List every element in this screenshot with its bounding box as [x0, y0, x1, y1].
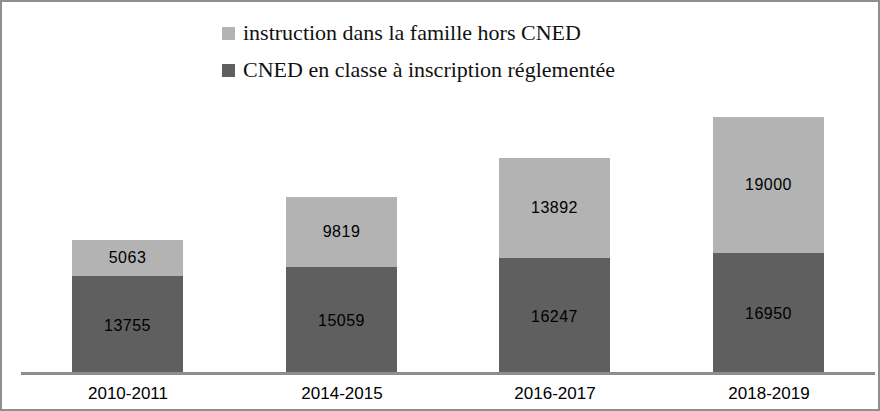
bar-segment-cned: 15059 — [286, 267, 397, 375]
bar-segment-cned: 16247 — [499, 258, 610, 375]
legend-label-famille-hors-cned: instruction dans la famille hors CNED — [243, 20, 581, 46]
category-label: 2010-2011 — [21, 383, 235, 405]
category-label: 2014-2015 — [235, 383, 449, 405]
chart-frame: instruction dans la famille hors CNED CN… — [0, 0, 880, 411]
bar-segment-famille: 5063 — [72, 240, 183, 276]
bar-segment-famille: 9819 — [286, 197, 397, 267]
data-label: 13755 — [104, 317, 151, 335]
x-axis-line — [21, 372, 875, 375]
data-label: 13892 — [531, 199, 578, 217]
data-label: 15059 — [318, 312, 365, 330]
bar-segment-famille: 19000 — [713, 117, 824, 253]
data-label: 5063 — [109, 249, 147, 267]
bar-segment-cned: 13755 — [72, 276, 183, 375]
data-label: 19000 — [745, 176, 792, 194]
category-label: 2016-2017 — [448, 383, 662, 405]
legend-item-famille-hors-cned: instruction dans la famille hors CNED — [222, 19, 615, 47]
data-label: 9819 — [323, 223, 361, 241]
category-label: 2018-2019 — [662, 383, 876, 405]
bar-segment-famille: 13892 — [499, 158, 610, 258]
data-label: 16247 — [531, 308, 578, 326]
legend-item-cned-reglementee: CNED en classe à inscription réglementée — [222, 56, 615, 84]
legend-label-cned-reglementee: CNED en classe à inscription réglementée — [243, 57, 615, 83]
data-label: 16950 — [745, 305, 792, 323]
bar-segment-cned: 16950 — [713, 253, 824, 375]
legend-swatch-light-icon — [222, 27, 235, 40]
legend-swatch-dark-icon — [222, 64, 235, 77]
legend: instruction dans la famille hors CNED CN… — [222, 19, 615, 93]
